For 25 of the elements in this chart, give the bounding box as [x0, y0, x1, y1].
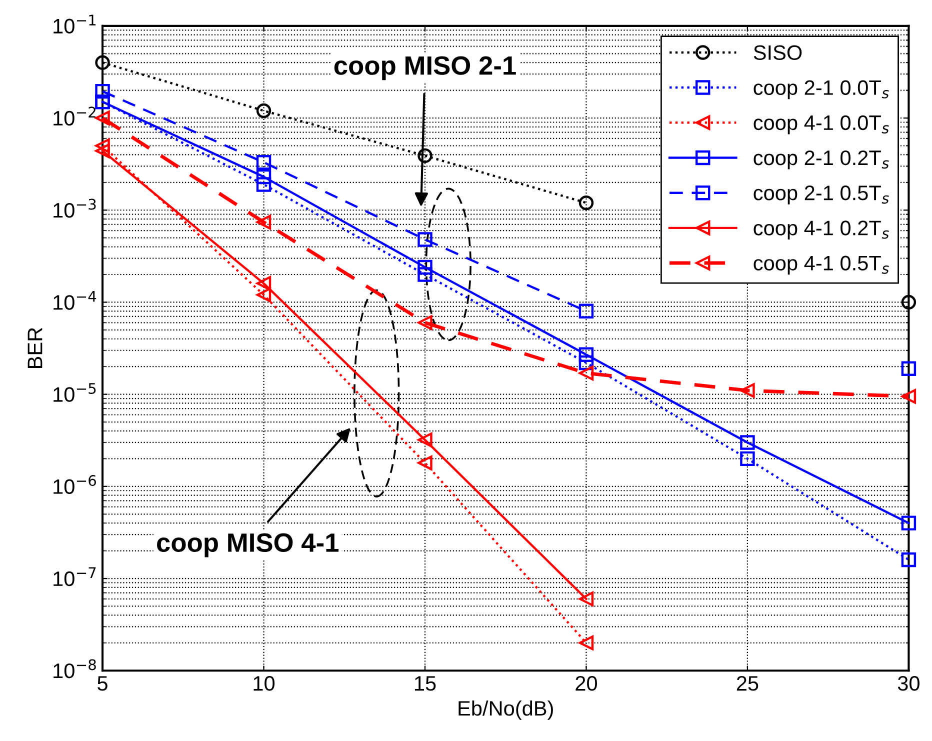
annotation: coop MISO 4-1: [157, 533, 339, 558]
legend-label: coop 2-1 0.0T$_{s}$: [754, 80, 889, 100]
legend-label: SISO: [754, 45, 802, 60]
legend-label: coop 4-1 0.5T$_{s}$: [754, 256, 889, 275]
x-tick-label: 10: [254, 676, 275, 691]
y-tick-label: 10$^{−5}$: [54, 383, 96, 402]
legend-label: coop 4-1 0.2T$_{s}$: [754, 220, 889, 240]
legend-label: coop 2-1 0.2T$_{s}$: [754, 150, 889, 170]
y-tick-label: 10$^{−1}$: [54, 14, 96, 34]
x-axis-title: Eb/No(dB): [458, 700, 553, 720]
y-tick-label: 10$^{−8}$: [54, 659, 96, 678]
legend-label: coop 2-1 0.5T$_{s}$: [754, 186, 889, 204]
y-tick-label: 10$^{−2}$: [54, 106, 96, 126]
x-tick-label: 5: [98, 676, 108, 691]
annotation: coop MISO 2-1: [334, 56, 516, 80]
y-axis-title: BER: [28, 328, 42, 368]
x-tick-label: 20: [576, 676, 597, 691]
x-tick-label: 15: [414, 676, 436, 691]
x-tick-label: 30: [898, 676, 920, 691]
y-tick-label: 10$^{−7}$: [54, 567, 96, 586]
legend-label: coop 4-1 0.0T$_{s}$: [754, 115, 889, 134]
y-tick-label: 10$^{−6}$: [54, 475, 96, 494]
y-tick-label: 10$^{−4}$: [54, 291, 96, 310]
x-tick-label: 25: [736, 676, 758, 691]
y-tick-label: 10$^{−3}$: [54, 198, 96, 218]
